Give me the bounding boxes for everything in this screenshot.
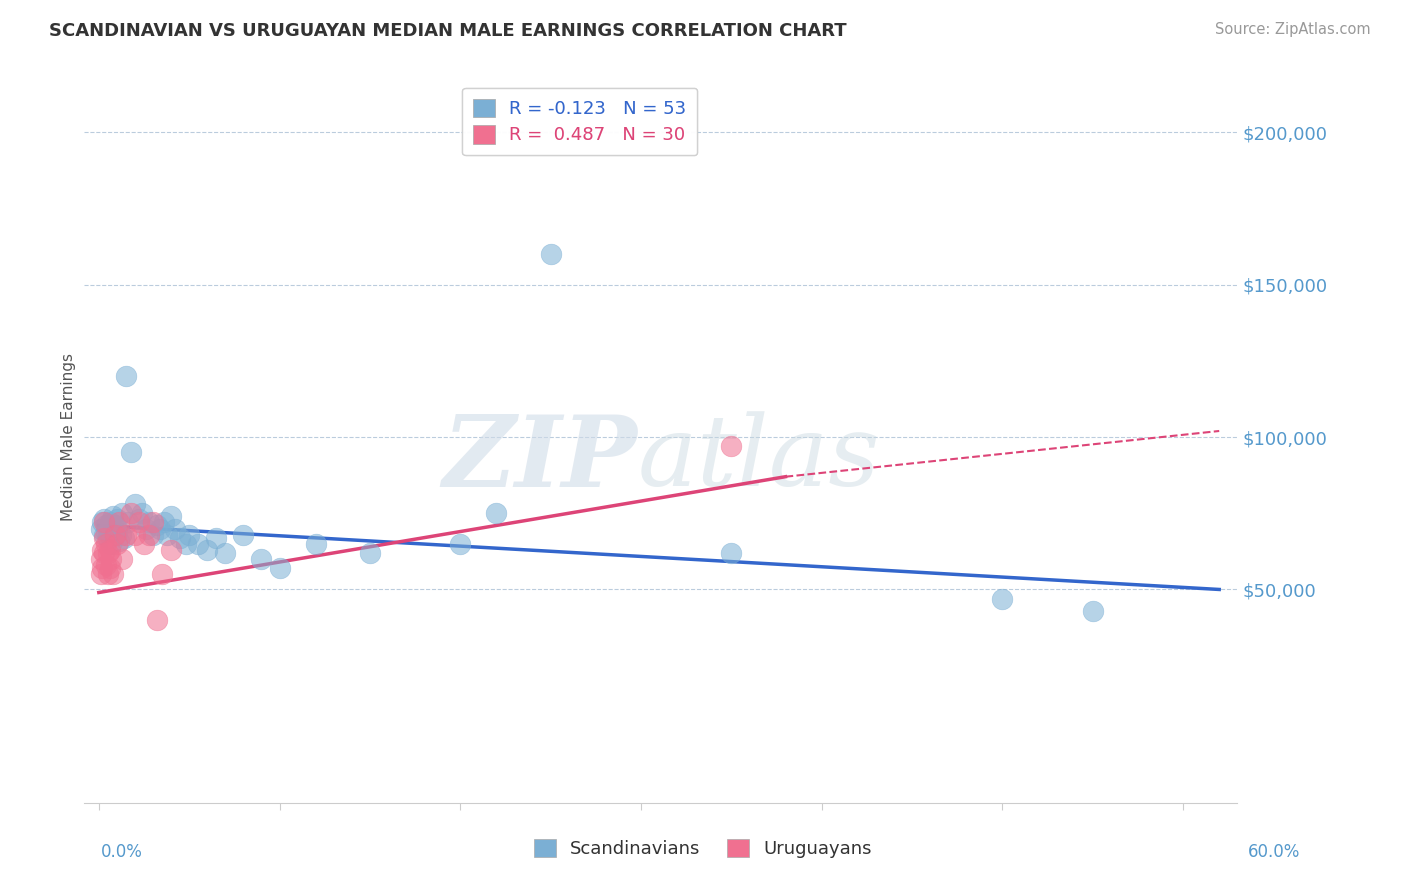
Point — [142, 527, 165, 541]
Point — [214, 546, 236, 560]
Point — [156, 527, 179, 541]
Y-axis label: Median Male Earnings: Median Male Earnings — [60, 353, 76, 521]
Point — [93, 527, 115, 541]
Point — [138, 527, 160, 541]
Point — [169, 531, 191, 545]
Text: SCANDINAVIAN VS URUGUAYAN MEDIAN MALE EARNINGS CORRELATION CHART: SCANDINAVIAN VS URUGUAYAN MEDIAN MALE EA… — [49, 22, 846, 40]
Point — [117, 516, 139, 530]
Point — [120, 445, 142, 459]
Point — [93, 516, 115, 530]
Point — [195, 542, 218, 557]
Text: 0.0%: 0.0% — [101, 843, 143, 861]
Point — [142, 516, 165, 530]
Point — [94, 524, 117, 539]
Legend: Scandinavians, Uruguayans: Scandinavians, Uruguayans — [527, 831, 879, 865]
Point — [160, 542, 183, 557]
Point — [179, 527, 201, 541]
Point — [105, 512, 128, 526]
Point — [93, 512, 115, 526]
Point — [103, 567, 125, 582]
Legend: R = -0.123   N = 53, R =  0.487   N = 30: R = -0.123 N = 53, R = 0.487 N = 30 — [463, 87, 697, 155]
Point — [98, 527, 121, 541]
Point — [98, 542, 121, 557]
Point — [91, 542, 114, 557]
Point — [111, 552, 134, 566]
Point — [720, 546, 742, 560]
Point — [91, 516, 114, 530]
Point — [720, 439, 742, 453]
Point — [131, 506, 153, 520]
Point — [93, 531, 115, 545]
Point — [97, 546, 120, 560]
Point — [991, 591, 1014, 606]
Point — [359, 546, 381, 560]
Point — [150, 567, 173, 582]
Point — [232, 527, 254, 541]
Point — [91, 561, 114, 575]
Point — [115, 369, 138, 384]
Point — [112, 531, 135, 545]
Point — [94, 537, 117, 551]
Point — [128, 512, 150, 526]
Point — [97, 521, 120, 535]
Point — [107, 516, 129, 530]
Point — [153, 516, 176, 530]
Point — [128, 516, 150, 530]
Text: atlas: atlas — [638, 411, 880, 507]
Point — [94, 518, 117, 533]
Point — [90, 552, 112, 566]
Point — [485, 506, 508, 520]
Point — [187, 537, 209, 551]
Point — [305, 537, 328, 551]
Point — [97, 567, 120, 582]
Point — [449, 537, 471, 551]
Point — [98, 516, 121, 530]
Point — [100, 552, 122, 566]
Point — [110, 527, 132, 541]
Point — [98, 561, 121, 575]
Point — [105, 537, 128, 551]
Point — [132, 537, 155, 551]
Point — [205, 531, 228, 545]
Point — [138, 516, 160, 530]
Point — [149, 521, 172, 535]
Point — [269, 561, 291, 575]
Point — [120, 506, 142, 520]
Point — [135, 521, 157, 535]
Point — [250, 552, 273, 566]
Point — [160, 509, 183, 524]
Point — [163, 521, 186, 535]
Point — [174, 537, 197, 551]
Point — [100, 537, 122, 551]
Point — [93, 546, 115, 560]
Point — [103, 509, 125, 524]
Point — [107, 533, 129, 548]
Point — [124, 527, 146, 541]
Text: 60.0%: 60.0% — [1249, 843, 1301, 861]
Point — [104, 527, 127, 541]
Point — [115, 527, 138, 541]
Text: Source: ZipAtlas.com: Source: ZipAtlas.com — [1215, 22, 1371, 37]
Point — [97, 531, 120, 545]
Point — [111, 506, 134, 520]
Point — [104, 527, 127, 541]
Point — [124, 497, 146, 511]
Point — [145, 613, 167, 627]
Point — [90, 567, 112, 582]
Point — [104, 518, 127, 533]
Point — [1081, 604, 1104, 618]
Point — [90, 521, 112, 535]
Point — [145, 518, 167, 533]
Text: ZIP: ZIP — [443, 411, 638, 508]
Point — [540, 247, 562, 261]
Point — [94, 558, 117, 573]
Point — [105, 524, 128, 539]
